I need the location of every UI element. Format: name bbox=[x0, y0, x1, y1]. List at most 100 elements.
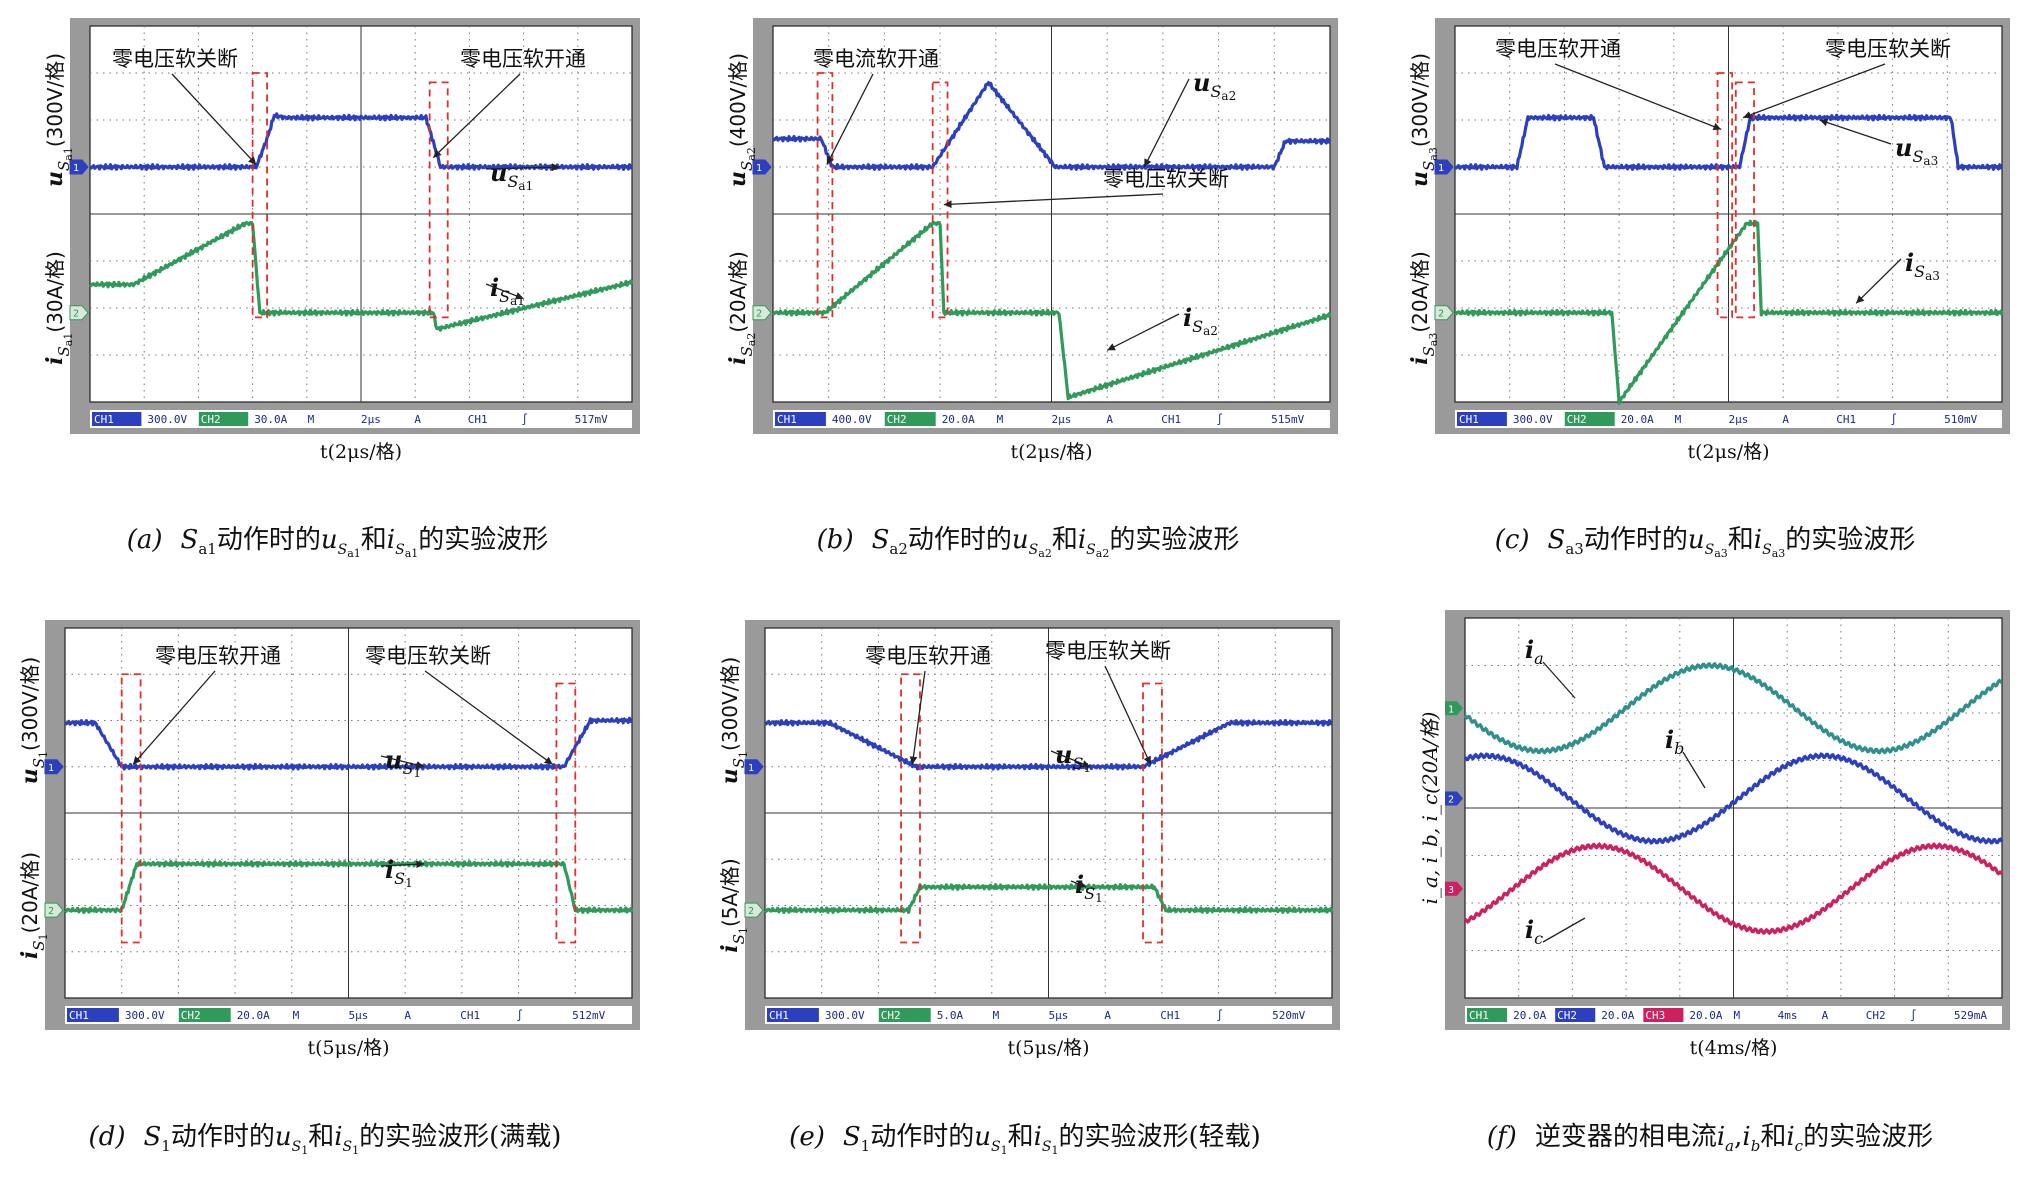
annotation-label: 零电压软关断 bbox=[1045, 639, 1171, 663]
status-item: CH1 bbox=[69, 1009, 89, 1022]
status-item: 5μs bbox=[1049, 1009, 1069, 1022]
status-item: 2μs bbox=[1729, 413, 1749, 426]
annotation-label: 零电压软开通 bbox=[1495, 37, 1621, 61]
channel-marker-shape bbox=[1434, 305, 1454, 321]
caption-current-subsub: a1 bbox=[405, 547, 419, 560]
annotation-arrow bbox=[1554, 63, 1722, 131]
status-item: 300.0V bbox=[825, 1009, 865, 1022]
annotation-symbol: ic bbox=[1525, 915, 1586, 948]
channel-marker-1: 1 bbox=[744, 759, 764, 775]
annotation-subsub: a3 bbox=[1923, 154, 1938, 168]
annotation-text: ia bbox=[1525, 635, 1544, 668]
status-item: CH1 bbox=[1459, 413, 1479, 426]
caption-switch-sub: a1 bbox=[198, 540, 217, 558]
status-item: M bbox=[993, 1009, 1000, 1022]
status-item: M bbox=[1734, 1009, 1741, 1022]
annotation-text: ic bbox=[1525, 915, 1543, 948]
annotation-arrow bbox=[1819, 118, 1892, 145]
status-item: A bbox=[404, 1009, 411, 1022]
status-item: 529mA bbox=[1954, 1009, 1987, 1022]
status-item: CH1 bbox=[769, 1009, 789, 1022]
caption-voltage: u bbox=[321, 525, 338, 555]
annotation-text: uSa1 bbox=[490, 158, 533, 193]
y-unit: (300V/格) bbox=[43, 53, 67, 147]
zvs-window bbox=[1142, 682, 1163, 944]
annotation-symbol: iSa2 bbox=[1106, 303, 1218, 351]
caption-and: 和 bbox=[1728, 525, 1754, 555]
status-item: 510mV bbox=[1944, 413, 1977, 426]
y-symbol: i bbox=[1407, 356, 1433, 364]
annotation-subsub: 1 bbox=[1095, 891, 1103, 905]
caption-current-sub: S bbox=[395, 542, 405, 558]
caption-voltage-sub: S bbox=[338, 542, 348, 558]
annotation-symbol: uSa1 bbox=[485, 158, 560, 193]
series-ch2-trace bbox=[64, 860, 634, 914]
status-item: CH2 bbox=[881, 1009, 901, 1022]
annotation-symbol: uS1 bbox=[1050, 740, 1091, 775]
annotation-arrow bbox=[1143, 78, 1190, 168]
caption-prefix: (b) bbox=[817, 525, 854, 555]
y-axis-label-ylabel_bottom: iS1(20A/格) bbox=[17, 852, 50, 959]
status-item: M bbox=[1675, 413, 1682, 426]
status-item: 300.0V bbox=[1513, 413, 1553, 426]
annotation-arrow bbox=[1050, 750, 1091, 768]
caption-current: i bbox=[1078, 525, 1086, 555]
caption-text: 动作时的 bbox=[1584, 525, 1688, 555]
status-channel-chip bbox=[198, 412, 249, 426]
annotation-subsub: a3 bbox=[1925, 269, 1940, 283]
status-item: 512mV bbox=[572, 1009, 605, 1022]
status-channel-chip bbox=[1643, 1008, 1684, 1022]
y-symbol: u bbox=[717, 768, 743, 784]
annotation-label: 零电压软关断 bbox=[1103, 167, 1229, 191]
annotation-arrow bbox=[380, 755, 425, 769]
annotation-label: 零电压软开通 bbox=[155, 644, 281, 668]
annotation-symbol: iSa1 bbox=[485, 273, 525, 308]
chart-panel-b: CH1 400.0V CH2 20.0A M 2μs A CH1 ∫ 515mV t(2μs/格) 1… bbox=[725, 18, 1338, 560]
channel-marker-label: 2 bbox=[756, 309, 762, 320]
caption: (f) 逆变器的相电流ia,ib和ic的实验波形 bbox=[1487, 1122, 1933, 1155]
y-unit: (300V/格) bbox=[718, 657, 742, 751]
annotation-arrow bbox=[171, 73, 257, 166]
y-axis-label-ylabel_top: uS1(300V/格) bbox=[717, 657, 750, 784]
annotation-sub: S bbox=[499, 287, 510, 306]
series-ch1-trace bbox=[88, 112, 633, 171]
annotation-text: 零电压软开通 bbox=[865, 644, 991, 668]
caption-and: 和 bbox=[361, 525, 387, 555]
annotation-sub: S bbox=[1912, 147, 1923, 166]
y-subsub: a3 bbox=[1427, 333, 1440, 347]
annotation-text: uSa2 bbox=[1193, 68, 1236, 103]
zvs-window bbox=[251, 72, 268, 319]
y-sub: S bbox=[738, 161, 756, 171]
caption: (e) S1动作时的uS1和iS1的实验波形(轻载) bbox=[789, 1122, 1261, 1157]
status-item: CH1 bbox=[1160, 1009, 1180, 1022]
status-item: CH3 bbox=[1645, 1009, 1665, 1022]
caption-switch-sub: 1 bbox=[161, 1137, 171, 1155]
y-sub: S bbox=[1420, 346, 1438, 356]
annotation-text: iSa2 bbox=[1183, 303, 1218, 338]
y-symbol: i bbox=[717, 944, 743, 952]
y-subsub: 1 bbox=[37, 933, 50, 940]
annotation-symbol: u bbox=[1193, 68, 1210, 97]
annotation-leader bbox=[1542, 661, 1576, 699]
channel-marker-shape bbox=[744, 759, 764, 775]
annotation-subsub: 1 bbox=[1083, 761, 1091, 775]
caption-current-sub: S bbox=[1042, 1139, 1052, 1155]
status-item: CH2 bbox=[1567, 413, 1587, 426]
channel-marker-shape bbox=[752, 159, 772, 175]
status-item: 20.0A bbox=[942, 413, 975, 426]
channel-marker-shape bbox=[752, 305, 772, 321]
annotation-symbol: ib bbox=[1665, 725, 1706, 789]
annotation-text: 零电压软关断 bbox=[112, 47, 238, 71]
y-symbol: u bbox=[1407, 171, 1433, 187]
annotation-symbol: u bbox=[1055, 740, 1072, 769]
annotation-sub: S bbox=[1192, 317, 1203, 336]
annotation-sub: S bbox=[402, 759, 413, 778]
annotation-text: uS1 bbox=[1055, 740, 1091, 775]
y-subsub: a1 bbox=[62, 147, 75, 161]
caption-voltage-subsub: 1 bbox=[301, 1144, 308, 1157]
status-item: ∫ bbox=[516, 1009, 523, 1022]
status-item: CH2 bbox=[181, 1009, 201, 1022]
channel-marker-2: 2 bbox=[44, 902, 64, 918]
caption-switch: S bbox=[181, 525, 199, 555]
